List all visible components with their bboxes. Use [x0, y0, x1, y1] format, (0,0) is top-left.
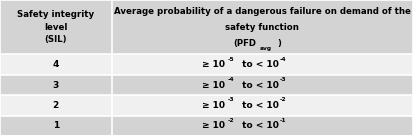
Text: to < 10: to < 10	[239, 60, 279, 69]
Text: to < 10: to < 10	[239, 101, 279, 110]
Text: -2: -2	[279, 98, 286, 102]
Bar	[112, 54, 413, 75]
Text: Average probability of a dangerous failure on demand of the: Average probability of a dangerous failu…	[114, 7, 411, 16]
Bar	[0, 0, 112, 54]
Bar	[0, 116, 112, 136]
Text: (PFD: (PFD	[233, 39, 256, 48]
Text: -5: -5	[228, 57, 235, 62]
Text: ≥ 10: ≥ 10	[202, 81, 225, 89]
Bar	[0, 95, 112, 116]
Bar	[112, 95, 413, 116]
Text: ): )	[277, 39, 281, 48]
Text: avg: avg	[259, 46, 271, 51]
Text: ≥ 10: ≥ 10	[202, 60, 225, 69]
Text: -4: -4	[279, 57, 286, 62]
Text: -2: -2	[228, 118, 235, 123]
Text: -1: -1	[279, 118, 286, 123]
Text: -3: -3	[279, 77, 286, 82]
Text: 2: 2	[52, 101, 59, 110]
Bar	[0, 54, 112, 75]
Bar	[0, 75, 112, 95]
Text: 3: 3	[52, 81, 59, 89]
Text: to < 10: to < 10	[239, 81, 279, 89]
Bar	[112, 0, 413, 54]
Text: Safety integrity
level
(SIL): Safety integrity level (SIL)	[17, 10, 94, 44]
Bar	[112, 116, 413, 136]
Text: 4: 4	[52, 60, 59, 69]
Text: -3: -3	[228, 98, 235, 102]
Text: 1: 1	[52, 121, 59, 130]
Text: safety function: safety function	[225, 23, 299, 32]
Text: ≥ 10: ≥ 10	[202, 101, 225, 110]
Text: to < 10: to < 10	[239, 121, 279, 130]
Text: -4: -4	[228, 77, 235, 82]
Text: ≥ 10: ≥ 10	[202, 121, 225, 130]
Bar	[112, 75, 413, 95]
